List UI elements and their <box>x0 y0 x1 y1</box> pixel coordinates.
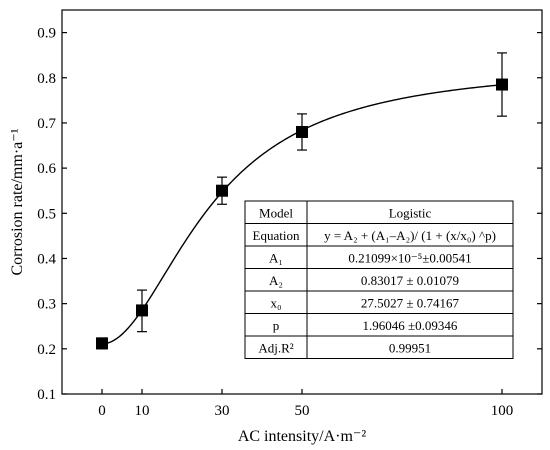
table-cell-value: 27.5027 ± 0.74167 <box>361 295 460 310</box>
table-cell-label: Adj.R² <box>258 340 293 355</box>
table-cell-value: y = A₂ + (A₁–A₂)/ (1 + (x/x₀) ^p) <box>324 228 496 243</box>
y-tick-label: 0.6 <box>37 161 56 177</box>
y-tick-label: 0.4 <box>37 251 56 267</box>
data-point <box>296 125 308 138</box>
data-point <box>136 304 148 317</box>
x-tick-label: 30 <box>215 403 230 419</box>
x-axis-title: AC intensity/A·m⁻² <box>238 428 367 445</box>
table-cell-value: 0.99951 <box>389 340 431 355</box>
data-point <box>496 78 508 91</box>
fit-parameters-table: Model Logistic Equation y = A₂ + (A₁–A₂)/ (… <box>244 200 514 359</box>
y-tick-label: 0.5 <box>37 206 56 222</box>
y-tick-label: 0.1 <box>37 387 56 403</box>
table-cell-value: 0.83017 ± 0.01079 <box>361 273 459 288</box>
table-border <box>244 200 514 359</box>
data-point <box>96 337 108 350</box>
y-tick-label: 0.9 <box>37 26 56 42</box>
table-cell-value: Logistic <box>389 205 432 220</box>
x-axis-ticks: 0 10 30 50 100 <box>98 389 513 419</box>
y-tick-label: 0.3 <box>37 297 56 313</box>
x-tick-label: 100 <box>491 403 514 419</box>
table-cell-label: A₁ <box>269 250 283 265</box>
data-points <box>96 78 508 350</box>
table-cell-value: 1.96046 ±0.09346 <box>363 318 458 333</box>
y-axis-ticks: 0.1 0.2 0.3 0.4 0.5 0.6 0.7 0.8 0.9 <box>37 26 542 403</box>
x-tick-label: 50 <box>295 403 310 419</box>
table-cell-label: Model <box>259 205 293 220</box>
table-cell-value: 0.21099×10⁻⁵±0.00541 <box>348 250 471 265</box>
table-cell-label: p <box>273 318 280 333</box>
table-cell-label: A₂ <box>269 273 283 288</box>
y-tick-label: 0.2 <box>37 342 56 358</box>
table-cell-label: x₀ <box>270 295 281 310</box>
data-point <box>216 184 228 197</box>
y-axis-title: Corrosion rate/mm·a⁻¹ <box>9 128 26 275</box>
y-tick-label: 0.7 <box>37 116 56 132</box>
table-cell-label: Equation <box>253 228 300 243</box>
x-tick-label: 0 <box>98 403 106 419</box>
x-tick-label: 10 <box>135 403 150 419</box>
y-tick-label: 0.8 <box>37 71 56 87</box>
